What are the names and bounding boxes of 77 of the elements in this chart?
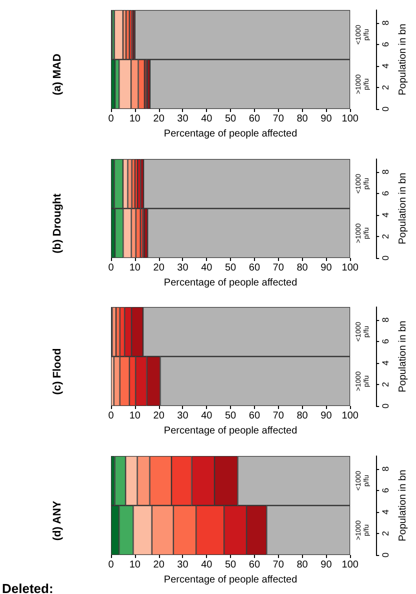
x-tick-label: 10 [129,114,141,124]
x-tick-label: 80 [296,410,308,422]
x-axis-title: Percentage of people affected [164,425,298,436]
x-tick-label: 20 [153,410,165,422]
x-tick-label: 30 [177,410,189,422]
x-tick-label: 50 [224,559,237,570]
y2-tick-label: 6 [380,190,391,196]
x-tick-label: 60 [248,559,260,570]
y2-tick-label: 8 [380,317,391,322]
y2-axis-title: Population in bn [398,24,408,96]
x-tick-label: 70 [272,114,284,124]
text: (c) Flood [52,348,64,395]
x-tick-label: 40 [201,410,213,422]
x-tick-label: 50 [224,262,237,273]
x-tick-label: 100 [342,262,359,273]
x-tick-label: 70 [272,262,284,273]
x-tick-label: 40 [201,262,213,273]
x-tick-label: 30 [177,262,189,273]
y2-tick-label: 8 [380,168,391,174]
x-tick-label: 50 [224,410,237,422]
x-tick-label: 100 [342,410,359,422]
x-tick-label: 30 [177,559,189,570]
x-axis-title: Percentage of people affected [164,276,298,288]
y2-tick-label: 6 [380,487,391,492]
x-tick-label: 100 [342,559,359,570]
y2-tick-label: 2 [380,84,391,90]
x-tick-label: 70 [272,410,284,422]
y2-tick-label: 8 [380,20,391,26]
y2-tick-label: 4 [380,360,391,366]
x-tick-label: 20 [153,262,165,273]
x-tick-label: 90 [320,262,332,273]
x-axis-title: Percentage of people affected [164,128,298,140]
text: (d) ANY [52,500,64,540]
x-tick-label: 0 [108,114,114,124]
x-tick-label: 10 [129,410,141,422]
y2-tick-label: 2 [380,382,391,387]
text: (a) MAD [52,54,64,96]
y2-tick-label: 0 [380,106,391,112]
y2-tick-label: 6 [380,42,391,47]
y2-tick-label: 2 [380,530,391,536]
x-tick-label: 20 [153,559,165,570]
x-tick-label: 60 [248,114,260,124]
x-tick-label: 90 [320,559,332,570]
x-tick-label: 0 [108,262,114,273]
y2-tick-label: 6 [380,338,391,344]
y2-tick-label: 0 [380,254,391,260]
x-tick-label: 30 [177,114,189,124]
y2-axis-title: Population in bn [398,172,408,244]
x-tick-label: 40 [201,559,213,570]
y2-axis-title: Population in bn [398,469,408,541]
x-tick-label: 0 [108,559,114,570]
y2-tick-label: 2 [380,233,391,238]
y2-tick-label: 0 [380,403,391,409]
x-tick-label: 80 [296,114,308,124]
x-tick-label: 0 [108,410,114,422]
x-tick-label: 10 [129,559,141,570]
x-tick-label: 100 [342,114,359,124]
y2-tick-label: 4 [380,63,391,68]
text: (b) Drought [52,192,64,253]
y2-tick-label: 4 [380,508,391,514]
x-tick-label: 80 [296,559,308,570]
x-tick-label: 50 [224,114,237,124]
y2-axis-title: Population in bn [398,320,408,392]
y2-tick-label: 8 [380,466,391,471]
x-axis-title: Percentage of people affected [164,574,298,585]
y2-tick-label: 4 [380,212,391,217]
x-tick-label: 10 [129,262,141,273]
x-tick-label: 80 [296,262,308,273]
x-tick-label: 20 [153,114,165,124]
x-tick-label: 90 [320,114,332,124]
x-tick-label: 90 [320,410,332,422]
x-tick-label: 60 [248,410,260,422]
y2-tick-label: 0 [380,552,391,558]
x-tick-label: 40 [201,114,213,124]
x-tick-label: 70 [272,559,284,570]
x-tick-label: 60 [248,262,260,273]
text: Deleted: [2,580,54,594]
